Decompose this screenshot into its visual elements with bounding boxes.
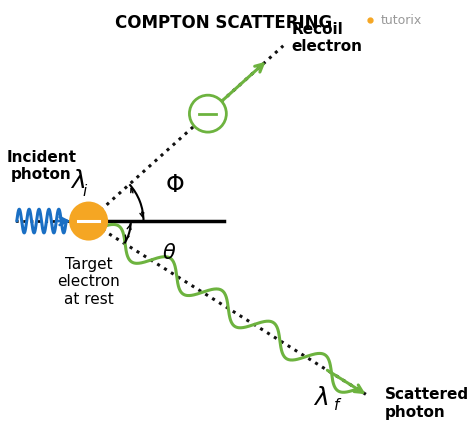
Circle shape (190, 95, 227, 132)
Text: COMPTON SCATTERING: COMPTON SCATTERING (115, 14, 332, 32)
Text: $i$: $i$ (82, 183, 89, 199)
Text: tutorix: tutorix (381, 14, 422, 27)
Text: $\lambda$: $\lambda$ (70, 169, 85, 193)
Text: Scattered
photon: Scattered photon (385, 387, 469, 420)
Text: Incident
photon: Incident photon (6, 150, 76, 182)
Text: $\lambda$: $\lambda$ (313, 387, 328, 411)
Circle shape (70, 202, 107, 239)
Text: Target
electron
at rest: Target electron at rest (57, 257, 120, 307)
Text: Recoil
electron: Recoil electron (292, 22, 363, 54)
Text: $\theta$: $\theta$ (162, 243, 176, 263)
Text: $f$: $f$ (333, 397, 342, 413)
Text: $\Phi$: $\Phi$ (165, 173, 185, 197)
